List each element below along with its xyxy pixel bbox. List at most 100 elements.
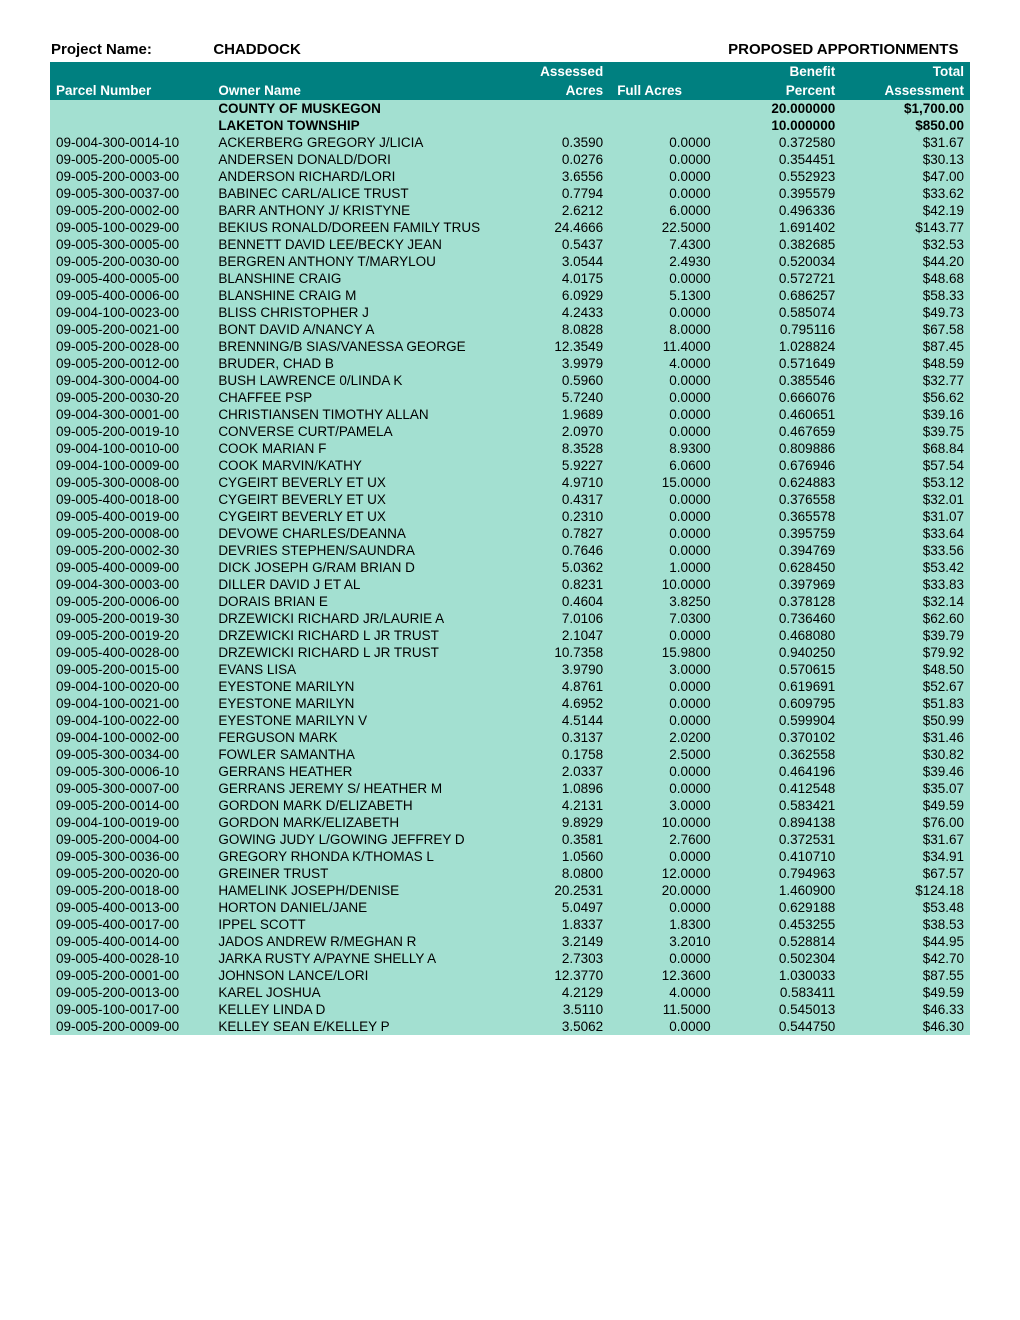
cell-parcel: 09-005-200-0019-30 xyxy=(50,610,212,627)
cell-full: 0.0000 xyxy=(609,542,716,559)
table-row: 09-004-100-0023-00BLISS CHRISTOPHER J4.2… xyxy=(50,304,970,321)
cell-pct: 0.624883 xyxy=(717,474,842,491)
cell-parcel: 09-005-300-0034-00 xyxy=(50,746,212,763)
cell-acres: 10.7358 xyxy=(500,644,610,661)
cell-parcel: 09-005-200-0006-00 xyxy=(50,593,212,610)
title-row: Project Name: CHADDOCK PROPOSED APPORTIO… xyxy=(50,40,970,62)
table-row: 09-005-200-0014-00GORDON MARK D/ELIZABET… xyxy=(50,797,970,814)
table-row: 09-005-200-0005-00ANDERSEN DONALD/DORI0.… xyxy=(50,151,970,168)
cell-acres: 4.2433 xyxy=(500,304,610,321)
cell-pct: 0.502304 xyxy=(717,950,842,967)
cell-owner: EVANS LISA xyxy=(212,661,499,678)
cell-amt: $30.82 xyxy=(841,746,970,763)
cell-amt: $46.30 xyxy=(841,1018,970,1035)
table-row: 09-005-300-0007-00GERRANS JEREMY S/ HEAT… xyxy=(50,780,970,797)
cell-full: 0.0000 xyxy=(609,270,716,287)
cell-amt: $42.19 xyxy=(841,202,970,219)
cell-full: 0.0000 xyxy=(609,508,716,525)
cell-full: 0.0000 xyxy=(609,389,716,406)
cell-pct: 0.354451 xyxy=(717,151,842,168)
cell-full: 11.4000 xyxy=(609,338,716,355)
table-row: 09-005-200-0018-00HAMELINK JOSEPH/DENISE… xyxy=(50,882,970,899)
col-owner: Owner Name xyxy=(212,81,499,100)
cell-pct: 0.545013 xyxy=(717,1001,842,1018)
col-assessed: Assessed xyxy=(500,62,610,81)
cell-parcel: 09-005-200-0028-00 xyxy=(50,338,212,355)
cell-owner: BENNETT DAVID LEE/BECKY JEAN xyxy=(212,236,499,253)
col-assessment: Assessment xyxy=(841,81,970,100)
cell-pct: 0.609795 xyxy=(717,695,842,712)
cell-acres: 3.9790 xyxy=(500,661,610,678)
cell-full: 0.0000 xyxy=(609,525,716,542)
cell-acres: 4.5144 xyxy=(500,712,610,729)
cell-full: 0.0000 xyxy=(609,627,716,644)
cell-owner: KELLEY LINDA D xyxy=(212,1001,499,1018)
cell-acres: 1.8337 xyxy=(500,916,610,933)
cell-parcel: 09-005-400-0019-00 xyxy=(50,508,212,525)
cell-pct: 0.464196 xyxy=(717,763,842,780)
cell-amt: $49.59 xyxy=(841,797,970,814)
cell-acres: 4.0175 xyxy=(500,270,610,287)
cell-owner: EYESTONE MARILYN V xyxy=(212,712,499,729)
cell-pct: 0.394769 xyxy=(717,542,842,559)
cell-parcel: 09-005-300-0008-00 xyxy=(50,474,212,491)
cell-acres: 3.5110 xyxy=(500,1001,610,1018)
cell-full: 0.0000 xyxy=(609,423,716,440)
cell-amt: $42.70 xyxy=(841,950,970,967)
cell-owner: DRZEWICKI RICHARD L JR TRUST xyxy=(212,627,499,644)
cell-full: 0.0000 xyxy=(609,304,716,321)
cell-parcel: 09-004-100-0010-00 xyxy=(50,440,212,457)
cell-acres: 0.5960 xyxy=(500,372,610,389)
col-full-acres: Full Acres xyxy=(609,81,716,100)
cell-full: 0.0000 xyxy=(609,763,716,780)
cell-acres: 4.2131 xyxy=(500,797,610,814)
cell-amt: $124.18 xyxy=(841,882,970,899)
cell-amt: $47.00 xyxy=(841,168,970,185)
cell-acres: 4.2129 xyxy=(500,984,610,1001)
cell-owner: KELLEY SEAN E/KELLEY P xyxy=(212,1018,499,1035)
cell-full: 0.0000 xyxy=(609,168,716,185)
cell-parcel: 09-005-300-0036-00 xyxy=(50,848,212,865)
col-total: Total xyxy=(841,62,970,81)
cell-pct: 0.736460 xyxy=(717,610,842,627)
cell-parcel: 09-004-100-0020-00 xyxy=(50,678,212,695)
cell-amt: $56.62 xyxy=(841,389,970,406)
cell-owner: GREINER TRUST xyxy=(212,865,499,882)
cell-parcel: 09-005-200-0002-00 xyxy=(50,202,212,219)
cell-amt: $44.95 xyxy=(841,933,970,950)
cell-amt: $62.60 xyxy=(841,610,970,627)
col-acres: Acres xyxy=(500,81,610,100)
cell-pct: 0.628450 xyxy=(717,559,842,576)
cell-amt: $51.83 xyxy=(841,695,970,712)
table-row: 09-005-300-0037-00BABINEC CARL/ALICE TRU… xyxy=(50,185,970,202)
cell-parcel: 09-004-100-0022-00 xyxy=(50,712,212,729)
table-row: 09-005-200-0002-00BARR ANTHONY J/ KRISTY… xyxy=(50,202,970,219)
cell-parcel: 09-005-200-0030-20 xyxy=(50,389,212,406)
cell-owner: JOHNSON LANCE/LORI xyxy=(212,967,499,984)
apportionment-table: Project Name: CHADDOCK PROPOSED APPORTIO… xyxy=(50,40,970,1035)
cell-amt: $39.16 xyxy=(841,406,970,423)
table-row: 09-005-400-0013-00HORTON DANIEL/JANE5.04… xyxy=(50,899,970,916)
col-benefit: Benefit xyxy=(717,62,842,81)
cell-amt: $53.12 xyxy=(841,474,970,491)
cell-full: 1.8300 xyxy=(609,916,716,933)
cell-full: 2.5000 xyxy=(609,746,716,763)
cell-pct: 0.382685 xyxy=(717,236,842,253)
cell-pct: 0.571649 xyxy=(717,355,842,372)
cell-acres: 3.0544 xyxy=(500,253,610,270)
cell-parcel: 09-005-400-0006-00 xyxy=(50,287,212,304)
cell-full: 4.0000 xyxy=(609,984,716,1001)
table-row: 09-004-100-0021-00EYESTONE MARILYN4.6952… xyxy=(50,695,970,712)
header-row-2: Parcel Number Owner Name Acres Full Acre… xyxy=(50,81,970,100)
cell-owner: BEKIUS RONALD/DOREEN FAMILY TRUS xyxy=(212,219,499,236)
cell-acres: 0.2310 xyxy=(500,508,610,525)
cell-amt: $39.79 xyxy=(841,627,970,644)
cell-pct: 0.583411 xyxy=(717,984,842,1001)
cell-acres: 8.3528 xyxy=(500,440,610,457)
cell-amt: $34.91 xyxy=(841,848,970,865)
cell-parcel: 09-004-100-0019-00 xyxy=(50,814,212,831)
table-row: 09-005-200-0030-20CHAFFEE PSP5.72400.000… xyxy=(50,389,970,406)
header-row-1: Assessed Benefit Total xyxy=(50,62,970,81)
table-row: 09-004-100-0010-00COOK MARIAN F8.35288.9… xyxy=(50,440,970,457)
cell-pct: 0.395759 xyxy=(717,525,842,542)
